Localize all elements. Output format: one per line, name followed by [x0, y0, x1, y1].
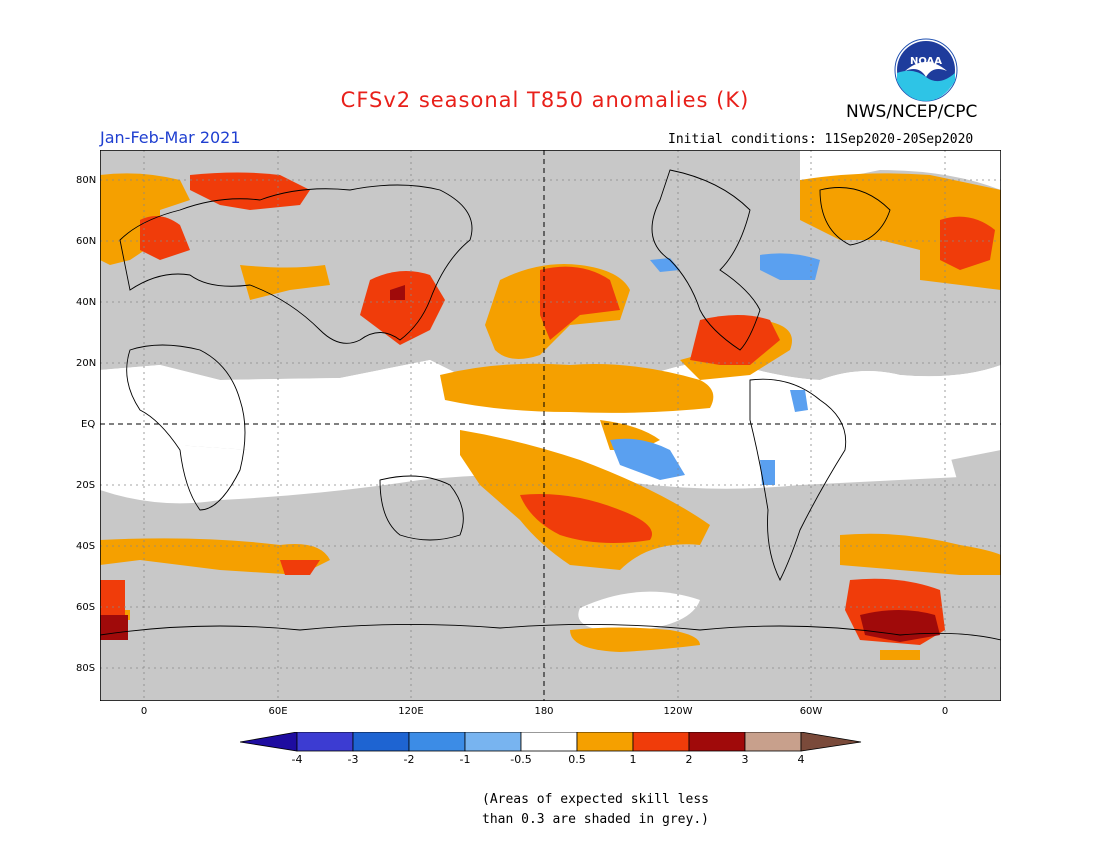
lon-label: 180 — [534, 706, 554, 717]
colorbar-cell — [744, 732, 802, 752]
lon-label: 120E — [398, 706, 424, 717]
anomaly-1-2 — [100, 172, 995, 645]
logo-text: NOAA — [910, 56, 942, 67]
lat-label: 80N — [76, 175, 97, 186]
lon-label: 60E — [268, 706, 288, 717]
lon-label: 0 — [140, 706, 148, 717]
colorbar-label: -0.5 — [510, 753, 532, 766]
colorbar-label: 3 — [741, 753, 749, 766]
equator-dateline — [100, 150, 1001, 701]
colorbar — [240, 732, 862, 752]
colorbar-label: -4 — [291, 753, 303, 766]
lat-lon-grid — [100, 150, 1001, 701]
colorbar-cell — [688, 732, 746, 752]
coastlines — [100, 169, 1001, 641]
map-title: CFSv2 seasonal T850 anomalies (K) — [340, 88, 750, 112]
noaa-logo: NOAA — [894, 38, 958, 102]
colorbar-cell — [240, 732, 298, 752]
colorbar-label: 0.5 — [568, 753, 586, 766]
agency-label: NWS/NCEP/CPC — [846, 102, 978, 122]
colorbar-cell — [464, 732, 522, 752]
colorbar-label: 2 — [685, 753, 693, 766]
colorbar-label: 4 — [797, 753, 805, 766]
skill-note-line1: (Areas of expected skill less — [482, 792, 709, 807]
season-label: Jan-Feb-Mar 2021 — [100, 128, 241, 147]
lat-label: 60S — [76, 602, 96, 613]
lon-label: 120W — [663, 706, 693, 717]
colorbar-label: -1 — [459, 753, 471, 766]
lat-label: 40N — [76, 297, 97, 308]
colorbar-label: -3 — [347, 753, 359, 766]
lat-label: 20N — [76, 358, 97, 369]
lon-label: 60W — [799, 706, 823, 717]
colorbar-cell — [296, 732, 354, 752]
anomaly-map — [100, 150, 1001, 701]
lat-label: EQ — [81, 419, 96, 430]
colorbar-label: 1 — [629, 753, 637, 766]
colorbar-cell — [800, 732, 862, 752]
colorbar-label: -2 — [403, 753, 415, 766]
colorbar-cell — [576, 732, 634, 752]
initial-conditions: Initial conditions: 11Sep2020-20Sep2020 — [668, 132, 974, 147]
lat-label: 40S — [76, 541, 96, 552]
colorbar-cell — [520, 732, 578, 752]
lat-label: 60N — [76, 236, 97, 247]
neutral-white-areas — [100, 150, 1001, 632]
lon-label: 0 — [941, 706, 949, 717]
lat-label: 20S — [76, 480, 96, 491]
colorbar-cell — [408, 732, 466, 752]
anomaly-negative — [610, 253, 820, 485]
colorbar-cell — [352, 732, 410, 752]
lat-label: 80S — [76, 663, 96, 674]
colorbar-cell — [632, 732, 690, 752]
skill-note-line2: than 0.3 are shaded in grey.) — [482, 812, 709, 827]
